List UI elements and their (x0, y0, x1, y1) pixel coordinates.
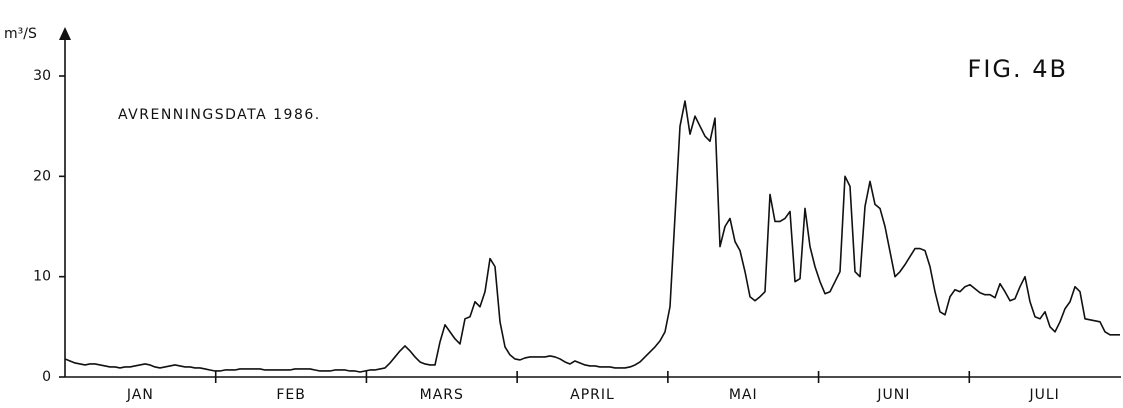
chart-title: FIG. 4B (968, 55, 1068, 83)
x-tick-label: FEB (276, 387, 306, 403)
y-tick-label: 0 (42, 369, 51, 385)
flow-line (64, 100, 1120, 373)
annotation: AVRENNINGSDATA 1986. (118, 107, 321, 123)
x-tick-label: APRIL (570, 387, 615, 403)
y-axis-label: m³/S (4, 26, 37, 42)
y-tick-label: 30 (33, 68, 51, 84)
y-tick-label: 10 (33, 269, 51, 285)
x-tick-label: MAI (729, 387, 758, 403)
x-tick-label: MARS (420, 387, 464, 403)
x-tick-label: JULI (1028, 387, 1059, 403)
axis-arrow (59, 27, 71, 40)
y-tick-label: 20 (33, 168, 51, 184)
x-tick-label: JUNI (876, 387, 910, 403)
x-tick-label: JAN (126, 387, 154, 403)
